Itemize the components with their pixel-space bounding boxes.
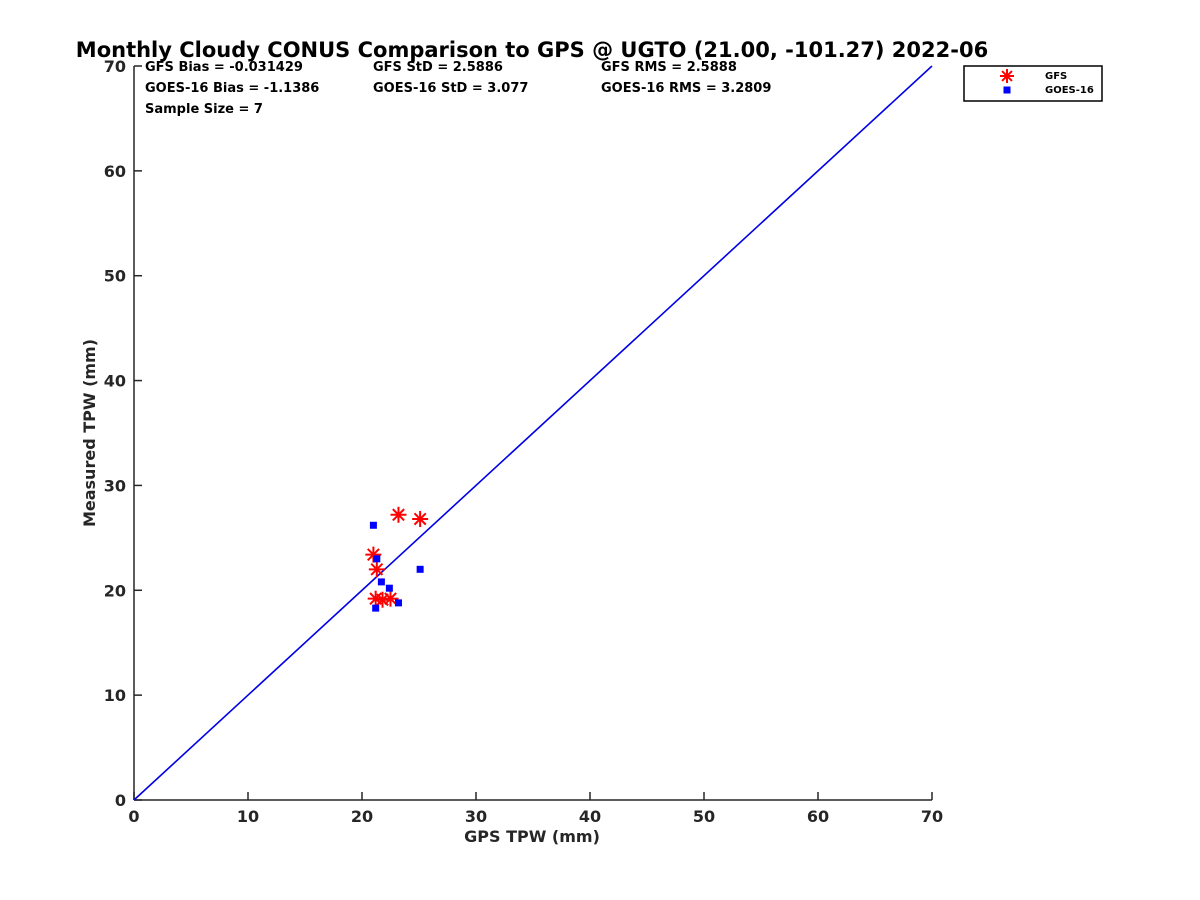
goes-bias-stat: GOES-16 Bias = -1.1386 (145, 81, 319, 96)
goes-rms-stat: GOES-16 RMS = 3.2809 (601, 81, 771, 96)
legend-box (963, 65, 1103, 102)
goes16-point (369, 521, 377, 529)
y-tick-label: 30 (104, 476, 126, 495)
y-axis-label: Measured TPW (mm) (80, 339, 99, 527)
gfs-point (382, 590, 399, 607)
x-tick-label: 30 (465, 807, 487, 826)
y-tick-label: 0 (115, 791, 126, 810)
legend-gfs-marker (1000, 69, 1014, 83)
goes16-point (377, 578, 385, 586)
y-tick-label: 60 (104, 162, 126, 181)
legend-goes16-label: GOES-16 (1045, 85, 1094, 96)
series-goes-16 (369, 521, 424, 612)
gfs-point (368, 561, 385, 578)
x-tick-label: 60 (807, 807, 829, 826)
y-tick-label: 20 (104, 581, 126, 600)
stats-block: GFS Bias = -0.031429 GFS StD = 2.5886 GF… (145, 60, 771, 117)
gfs-std-stat: GFS StD = 2.5886 (373, 60, 503, 75)
data-layer (133, 65, 933, 801)
goes16-point (385, 584, 393, 592)
y-tick-label: 50 (104, 267, 126, 286)
y-tick-label: 40 (104, 372, 126, 391)
gfs-bias-stat: GFS Bias = -0.031429 (145, 60, 303, 75)
sample-size-stat: Sample Size = 7 (145, 102, 263, 117)
x-tick-label: 20 (351, 807, 373, 826)
one-to-one-line (133, 65, 933, 801)
x-tick-label: 0 (128, 807, 139, 826)
x-tick-label: 50 (693, 807, 715, 826)
goes16-point (394, 599, 402, 607)
x-tick-label: 40 (579, 807, 601, 826)
legend-gfs-label: GFS (1045, 71, 1067, 82)
legend-asterisk (1000, 69, 1014, 83)
x-tick-label: 10 (237, 807, 259, 826)
goes-std-stat: GOES-16 StD = 3.077 (373, 81, 528, 96)
gfs-point (390, 506, 407, 523)
goes16-point (373, 555, 381, 563)
legend-goes16-marker (1003, 86, 1011, 94)
x-axis-label: GPS TPW (mm) (464, 827, 600, 846)
x-tick-label: 70 (921, 807, 943, 826)
gfs-rms-stat: GFS RMS = 2.5888 (601, 60, 737, 75)
axes: 0 10 20 30 40 50 60 70 0 10 20 30 40 50 60 70 (104, 57, 943, 826)
goes16-point (416, 565, 424, 573)
chart-title: Monthly Cloudy CONUS Comparison to GPS @… (76, 38, 988, 62)
goes16-point (372, 604, 380, 612)
gfs-point (412, 510, 429, 527)
y-tick-label: 10 (104, 686, 126, 705)
legend: GFS GOES-16 (963, 65, 1103, 102)
y-tick-label: 70 (104, 57, 126, 76)
legend-square (1003, 86, 1011, 94)
